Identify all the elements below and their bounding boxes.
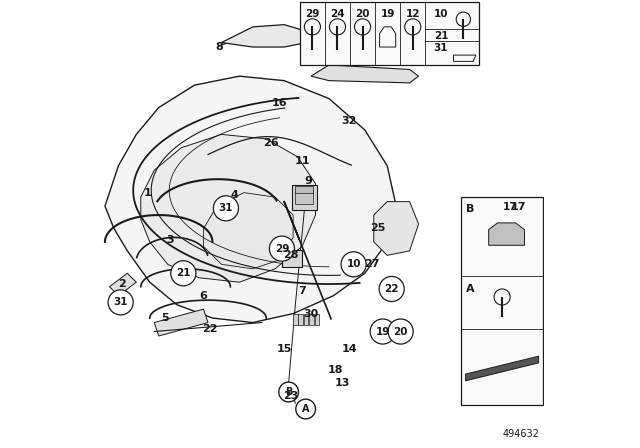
Text: 4: 4: [231, 190, 239, 200]
Polygon shape: [141, 134, 316, 282]
Circle shape: [213, 196, 239, 221]
Text: 12: 12: [405, 49, 420, 59]
Text: 18: 18: [328, 365, 344, 375]
Polygon shape: [154, 309, 208, 336]
Text: 3: 3: [166, 235, 173, 245]
Circle shape: [370, 319, 396, 344]
Text: 21: 21: [434, 31, 448, 41]
Bar: [298, 314, 303, 325]
Text: 14: 14: [341, 345, 357, 354]
Text: 2: 2: [118, 280, 126, 289]
Text: 20: 20: [355, 9, 370, 19]
Text: 9: 9: [305, 177, 313, 186]
Polygon shape: [105, 76, 396, 323]
Bar: [296, 186, 314, 193]
Circle shape: [171, 261, 196, 286]
Text: 19: 19: [376, 327, 390, 336]
Text: 25: 25: [371, 224, 386, 233]
Text: 8: 8: [215, 42, 223, 52]
Bar: [476, 241, 490, 251]
Bar: [300, 2, 479, 65]
Polygon shape: [221, 25, 307, 47]
Text: 5: 5: [162, 313, 169, 323]
Bar: [282, 250, 302, 267]
Text: 31: 31: [434, 43, 448, 53]
Bar: [309, 314, 314, 325]
Polygon shape: [489, 223, 525, 246]
Circle shape: [296, 399, 316, 419]
Text: 24: 24: [330, 9, 345, 19]
Text: 17: 17: [511, 202, 526, 212]
Text: 31: 31: [219, 203, 233, 213]
Text: 32: 32: [341, 116, 357, 126]
Text: 12: 12: [406, 9, 420, 19]
Circle shape: [379, 276, 404, 302]
Circle shape: [341, 252, 366, 277]
Text: 1: 1: [143, 188, 152, 198]
Polygon shape: [466, 356, 539, 381]
Bar: [461, 197, 543, 405]
Text: 22: 22: [202, 324, 218, 334]
Bar: [293, 314, 298, 325]
Text: 22: 22: [385, 284, 399, 294]
Polygon shape: [311, 65, 419, 83]
Circle shape: [388, 319, 413, 344]
Polygon shape: [109, 273, 136, 296]
Text: 30: 30: [303, 309, 319, 319]
Text: 20: 20: [394, 327, 408, 336]
Text: 29: 29: [305, 49, 320, 59]
Text: 29: 29: [275, 244, 289, 254]
Text: 15: 15: [276, 345, 292, 354]
Text: 27: 27: [364, 259, 380, 269]
Circle shape: [269, 236, 294, 261]
Text: 13: 13: [335, 378, 350, 388]
Bar: [292, 185, 317, 210]
Bar: [304, 314, 308, 325]
Text: A: A: [302, 404, 309, 414]
Polygon shape: [374, 202, 419, 255]
Text: 29: 29: [305, 9, 319, 19]
Text: 28: 28: [283, 250, 299, 260]
Text: 21: 21: [176, 268, 191, 278]
Text: 494632: 494632: [502, 429, 540, 439]
Bar: [296, 190, 314, 204]
Text: 17: 17: [503, 202, 518, 211]
Text: 26: 26: [263, 138, 278, 148]
Text: 10: 10: [434, 9, 448, 19]
Bar: [315, 314, 319, 325]
Text: 23: 23: [283, 392, 299, 401]
Circle shape: [108, 290, 133, 315]
Polygon shape: [204, 193, 293, 269]
Text: B: B: [466, 204, 474, 214]
Text: 24: 24: [330, 49, 346, 59]
Text: 10: 10: [346, 259, 361, 269]
Text: 11: 11: [294, 156, 310, 166]
Text: 6: 6: [200, 291, 207, 301]
Text: 16: 16: [272, 98, 287, 108]
Text: B: B: [285, 387, 292, 397]
Text: 19: 19: [380, 9, 395, 19]
Text: A: A: [466, 284, 474, 294]
Text: 31: 31: [113, 297, 128, 307]
Circle shape: [279, 382, 298, 402]
Text: 7: 7: [298, 286, 306, 296]
